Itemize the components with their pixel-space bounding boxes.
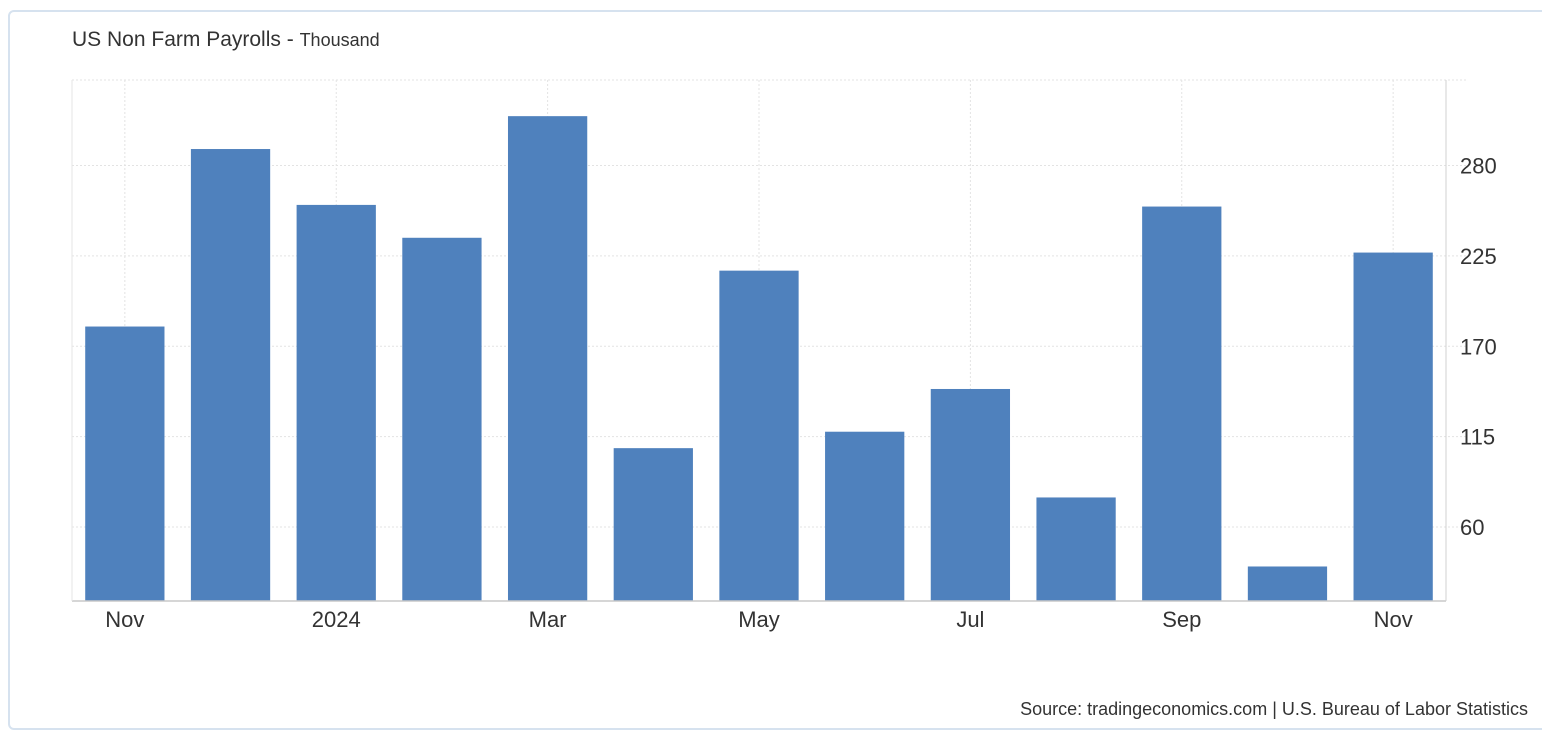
bar-nov-2024[interactable] [1353,252,1433,601]
bar-oct-2024[interactable] [1247,566,1328,601]
tick-labels: 60 115 170 225 280 Nov 2024 Mar May Jul Sep Nov [105,153,1496,632]
y-tick-label: 60 [1460,515,1484,540]
x-tick-label: Nov [105,607,144,632]
x-tick-label: May [738,607,780,632]
bar-aug-2024[interactable] [1036,497,1116,601]
bar-nov-2023[interactable] [85,326,165,601]
x-tick-label: Mar [529,607,567,632]
bar-jun-2024[interactable] [825,431,905,601]
chart-title-text: US Non Farm Payrolls [72,28,281,51]
bar-jul-2024[interactable] [930,388,1011,601]
y-tick-label: 115 [1460,425,1495,450]
bar-dec-2023[interactable] [190,149,271,602]
bar-may-2024[interactable] [719,270,799,601]
source-note: Source: tradingeconomics.com | U.S. Bure… [1020,699,1528,719]
bar-sep-2024[interactable] [1142,206,1222,601]
x-tick-label: Jul [956,607,984,632]
x-tick-label: Sep [1162,607,1201,632]
chart-title: US Non Farm Payrolls - Thousand [72,28,380,51]
x-tick-label: 2024 [312,607,361,632]
bar-feb-2024[interactable] [402,237,482,601]
bar-jan-2024[interactable] [296,204,376,602]
axes [71,80,1447,602]
bars [85,116,1433,602]
bar-mar-2024[interactable] [507,116,588,602]
x-tick-label: Nov [1374,607,1413,632]
y-tick-label: 170 [1460,334,1497,359]
y-tick-label: 280 [1460,153,1497,178]
bar-apr-2024[interactable] [613,448,693,601]
y-tick-label: 225 [1460,244,1497,269]
chart-unit: Thousand [299,30,380,50]
